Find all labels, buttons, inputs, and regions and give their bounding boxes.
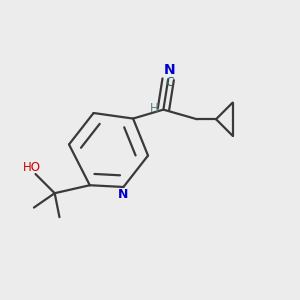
Text: C: C — [165, 76, 173, 89]
Text: N: N — [164, 63, 175, 77]
Text: HO: HO — [23, 160, 41, 173]
Text: N: N — [118, 188, 129, 200]
Text: H: H — [150, 101, 159, 115]
